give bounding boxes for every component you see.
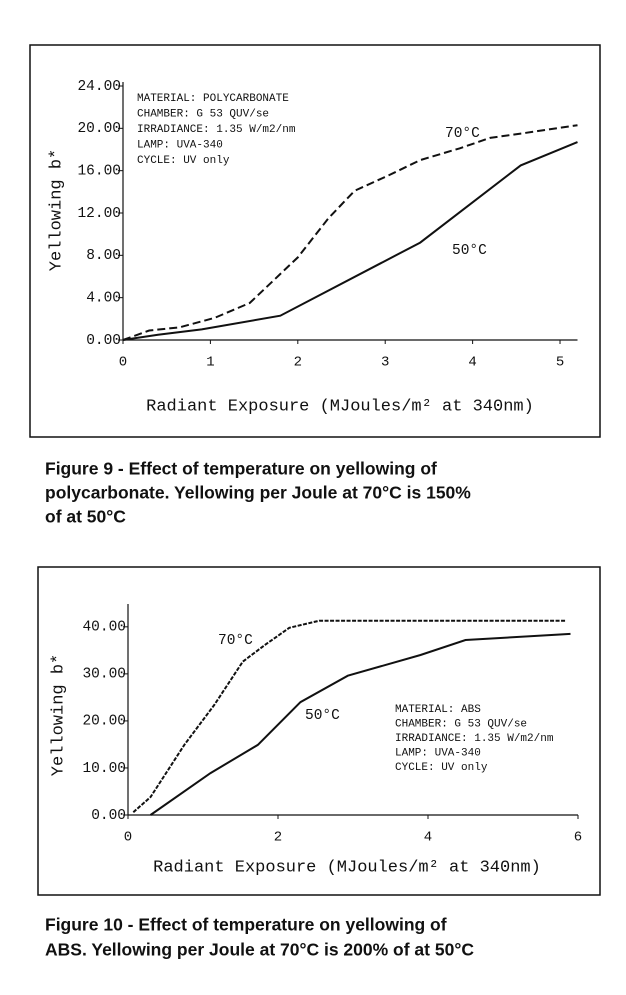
x-tick-label: 2: [294, 355, 302, 371]
chart-frame: [29, 44, 601, 438]
x-tick-label: 6: [574, 830, 582, 846]
series-line: [149, 632, 571, 816]
figure-caption: Figure 10 - Effect of temperature on yel…: [45, 915, 447, 935]
series-line: [132, 619, 566, 813]
x-tick-label: 0: [124, 830, 132, 846]
figure-caption: of at 50°C: [45, 507, 126, 527]
x-tick-label: 3: [381, 355, 389, 371]
y-tick-label: 16.00: [77, 163, 121, 179]
figure-caption: polycarbonate. Yellowing per Joule at 70…: [45, 483, 471, 503]
annotation: IRRADIANCE: 1.35 W/m2/nm: [395, 733, 554, 745]
y-axis-label: Yellowing b*: [47, 149, 66, 271]
annotation: CHAMBER: G 53 QUV/se: [395, 718, 527, 730]
y-tick-label: 4.00: [86, 290, 121, 306]
annotation: CHAMBER: G 53 QUV/se: [137, 108, 269, 120]
y-tick-label: 12.00: [77, 206, 121, 222]
y-tick-label: 10.00: [82, 761, 126, 777]
series-label: 50°C: [452, 243, 487, 259]
annotation: LAMP: UVA-340: [395, 747, 481, 759]
y-tick-label: 20.00: [77, 121, 121, 137]
y-tick-label: 0.00: [91, 808, 126, 824]
y-tick-label: 20.00: [82, 714, 126, 730]
annotation: LAMP: UVA-340: [137, 139, 223, 151]
y-tick-label: 40.00: [82, 620, 126, 636]
x-axis-label: Radiant Exposure (MJoules/m² at 340nm): [146, 397, 534, 416]
annotation: MATERIAL: POLYCARBONATE: [137, 93, 289, 105]
figure-caption: Figure 9 - Effect of temperature on yell…: [45, 459, 437, 479]
annotation: CYCLE: UV only: [137, 155, 230, 167]
series-label: 70°C: [445, 126, 480, 142]
y-tick-label: 24.00: [77, 79, 121, 95]
annotation: IRRADIANCE: 1.35 W/m2/nm: [137, 124, 296, 136]
x-tick-label: 2: [274, 830, 282, 846]
x-tick-label: 0: [119, 355, 127, 371]
x-tick-label: 5: [556, 355, 564, 371]
annotation: CYCLE: UV only: [395, 762, 488, 774]
series-line: [122, 141, 578, 341]
y-axis-label: Yellowing b*: [49, 654, 68, 776]
series-label: 50°C: [305, 708, 340, 724]
x-axis-label: Radiant Exposure (MJoules/m² at 340nm): [153, 858, 541, 877]
series-line: [122, 124, 578, 341]
x-tick-label: 1: [206, 355, 214, 371]
annotation: MATERIAL: ABS: [395, 704, 481, 716]
x-tick-label: 4: [468, 355, 476, 371]
y-tick-label: 0.00: [86, 333, 121, 349]
y-tick-label: 8.00: [86, 248, 121, 264]
chart-frame: [37, 566, 601, 896]
y-tick-label: 30.00: [82, 667, 126, 683]
figure-caption: ABS. Yellowing per Joule at 70°C is 200%…: [45, 940, 474, 960]
series-label: 70°C: [218, 633, 253, 649]
x-tick-label: 4: [424, 830, 432, 846]
